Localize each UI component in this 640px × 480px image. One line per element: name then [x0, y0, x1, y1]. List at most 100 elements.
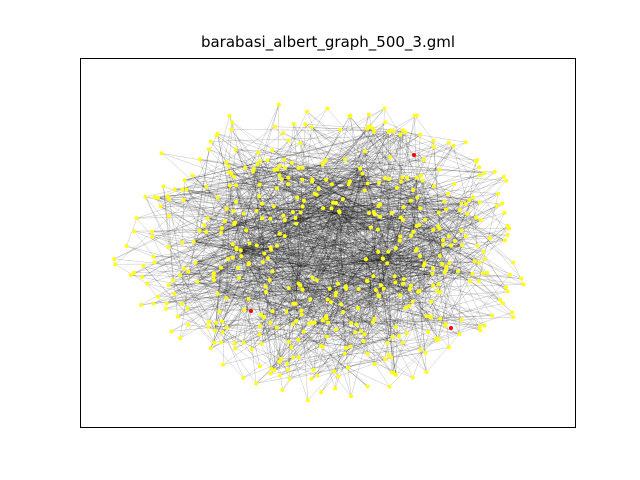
graph-edge [286, 263, 388, 312]
graph-node [282, 165, 287, 170]
graph-node [241, 340, 246, 345]
graph-node [308, 297, 313, 302]
graph-edge [295, 296, 380, 304]
graph-edge [193, 115, 417, 242]
graph-edge [171, 177, 417, 332]
graph-node [339, 302, 344, 307]
graph-edge [364, 150, 478, 161]
graph-edge [283, 215, 302, 315]
graph-edge [248, 223, 297, 265]
graph-node [359, 329, 363, 334]
graph-edge [295, 217, 396, 283]
graph-edge [292, 258, 383, 358]
graph-node [325, 106, 330, 111]
graph-edge [402, 177, 444, 246]
graph-node [349, 320, 354, 325]
graph-edge [226, 283, 439, 299]
graph-edge [195, 262, 235, 344]
graph-edge [210, 162, 293, 349]
graph-edge [197, 175, 422, 283]
graph-node [432, 184, 436, 189]
graph-node [328, 300, 333, 305]
graph-node [166, 214, 171, 219]
graph-edge [284, 219, 439, 227]
graph-node [282, 218, 287, 223]
graph-edge [257, 164, 478, 246]
graph-node [521, 282, 526, 287]
graph-edge [350, 336, 393, 347]
graph-edge [316, 180, 423, 195]
graph-edge [157, 197, 424, 266]
graph-node [298, 210, 303, 215]
graph-edge [255, 171, 495, 384]
graph-edge [403, 206, 447, 210]
graph-node [246, 296, 251, 301]
graph-edge [246, 142, 449, 231]
graph-node [459, 243, 464, 248]
graph-node [477, 200, 482, 205]
graph-edge [226, 211, 374, 299]
graph-edge [199, 198, 343, 231]
graph-node [202, 223, 207, 228]
graph-edge [253, 168, 286, 237]
graph-edge [256, 201, 445, 212]
graph-edge [388, 251, 393, 373]
graph-edge [298, 167, 439, 227]
graph-edge [313, 184, 333, 370]
graph-node [327, 286, 332, 291]
graph-edge [217, 133, 361, 169]
graph-edge [214, 203, 503, 331]
graph-edge [257, 164, 261, 327]
graph-node [307, 321, 312, 326]
graph-node [421, 263, 426, 268]
graph-node [505, 233, 510, 237]
graph-node [232, 222, 237, 227]
graph-edge [245, 167, 399, 337]
graph-edge [379, 263, 388, 297]
graph-node [197, 157, 202, 162]
graph-edge [180, 255, 421, 276]
graph-node [344, 286, 349, 291]
graph-node [418, 347, 423, 352]
graph-edge [143, 265, 244, 378]
graph-edge [393, 130, 480, 168]
graph-node [227, 113, 232, 118]
graph-edge [433, 146, 450, 348]
graph-edge [274, 169, 432, 318]
graph-edge [169, 198, 460, 335]
graph-edge [302, 258, 383, 290]
graph-edge [166, 273, 433, 304]
graph-edge [115, 263, 388, 265]
graph-node [257, 364, 262, 369]
graph-edge [235, 149, 284, 216]
graph-node [382, 176, 387, 181]
graph-edge [342, 198, 466, 237]
graph-edge [335, 127, 371, 296]
graph-node [418, 254, 422, 259]
graph-edge [317, 263, 388, 376]
graph-edge [207, 217, 272, 250]
graph-edge [252, 171, 301, 286]
graph-node [268, 245, 273, 250]
graph-edge [302, 183, 455, 290]
graph-node [511, 260, 516, 265]
graph-node [405, 175, 410, 180]
graph-node [220, 319, 225, 324]
graph-edge [114, 258, 410, 290]
graph-edge [228, 177, 417, 260]
graph-node [438, 316, 443, 321]
graph-edge [422, 180, 514, 263]
graph-edge [262, 198, 344, 263]
graph-node [254, 381, 259, 386]
graph-node [519, 276, 524, 281]
graph-edge [184, 156, 391, 181]
graph-edge [302, 219, 426, 290]
graph-edge [214, 267, 222, 331]
graph-edge [322, 173, 363, 209]
graph-edge [392, 134, 401, 373]
graph-edge [295, 132, 406, 219]
graph-edge [234, 198, 343, 225]
graph-edge [240, 250, 443, 265]
graph-node [477, 165, 482, 170]
